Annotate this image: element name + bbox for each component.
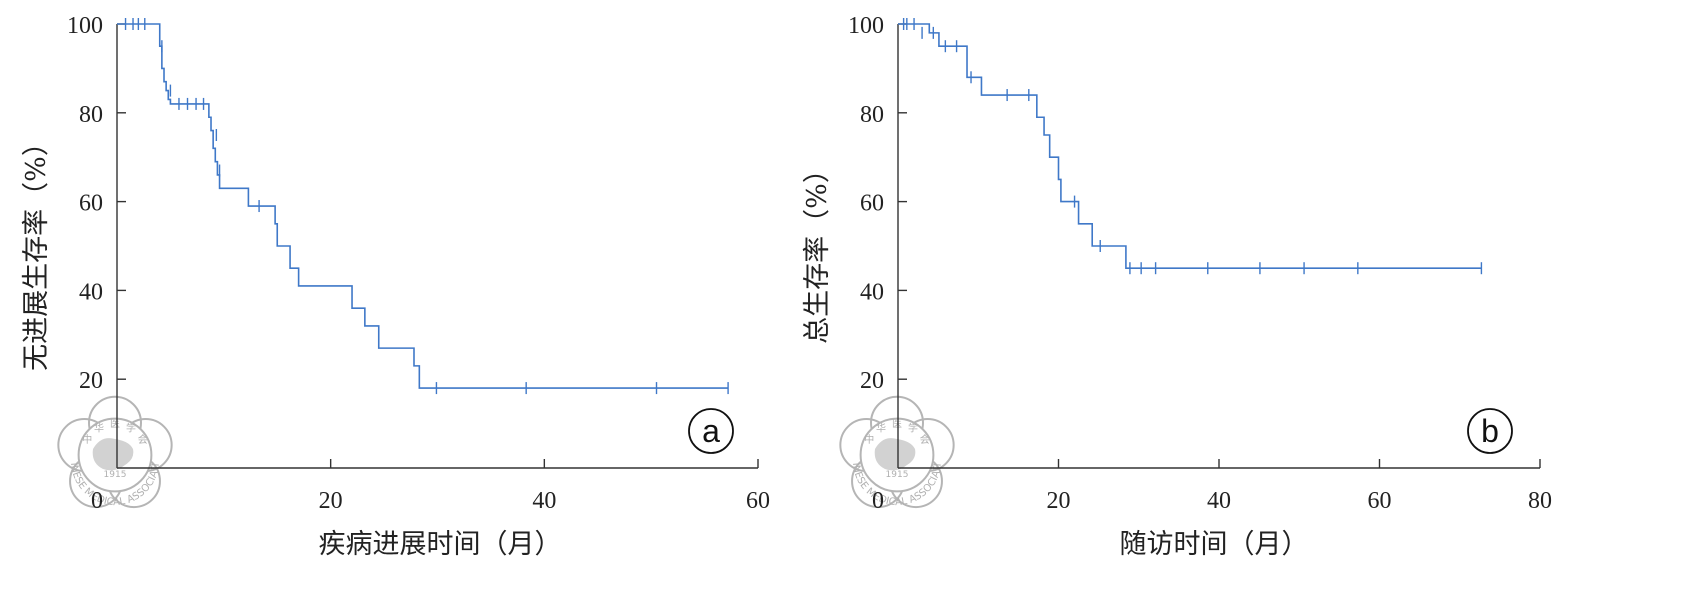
y-tick-label: 60 [79, 191, 103, 217]
y-tick-label: 80 [860, 102, 884, 128]
panel-a-axes [116, 24, 758, 469]
panel-b-ticks: 20 40 60 80 100 0 20 40 60 80 [848, 13, 1552, 514]
watermark-char: 会 [920, 433, 930, 446]
x-tick-label: 0 [91, 488, 103, 514]
panel-b-y-axis-label: 总生存率（%） [802, 156, 833, 344]
panel-b-letter: b [1481, 413, 1499, 449]
panel-a-letter-badge: a [688, 408, 734, 454]
watermark-char: 华 [876, 421, 886, 434]
panel-b-censor-marks [902, 18, 1483, 275]
watermark-char: 医 [110, 418, 120, 430]
panel-a-letter: a [702, 413, 720, 449]
panel-a-survival-curve [117, 23, 729, 389]
y-tick-label: 80 [79, 102, 103, 128]
watermark-inner-ring [859, 417, 935, 493]
x-tick-label: 60 [1368, 488, 1392, 514]
x-tick-label: 80 [1528, 488, 1552, 514]
panel-b-overall-survival: 中华医学会1915CHINESE MEDICAL ASSOCIATION 204… [0, 0, 1552, 560]
y-tick-label: 100 [848, 13, 884, 39]
panel-a-ticks: 20 40 60 80 100 0 20 40 60 [67, 13, 770, 514]
panel-a-censor-marks [124, 18, 729, 395]
panel-a-progression-free-survival: 中华医学会1915CHINESE MEDICAL ASSOCIATION 204… [0, 0, 770, 560]
watermark-char: 中 [864, 433, 874, 446]
panel-a-x-axis-label: 疾病进展时间（月） [319, 529, 562, 560]
panel-a-y-axis-label: 无进展生存率（%） [21, 129, 52, 371]
panel-b-badge-circle [1467, 408, 1513, 454]
y-tick-label: 60 [860, 191, 884, 217]
y-tick-label: 40 [79, 279, 103, 305]
watermark-char: 医 [892, 418, 902, 430]
watermark-year: 1915 [104, 470, 127, 480]
watermark-char: 会 [138, 433, 148, 446]
watermark-char: 学 [908, 421, 918, 434]
panel-b-axes [897, 24, 1540, 469]
watermark-map-icon [92, 438, 134, 471]
x-tick-label: 20 [1047, 488, 1071, 514]
panel-b-x-axis-label: 随访时间（月） [1120, 529, 1309, 560]
panel-b-survival-curve [898, 23, 1482, 269]
y-tick-label: 40 [860, 279, 884, 305]
x-tick-label: 60 [746, 488, 770, 514]
panel-a-badge-circle [688, 408, 734, 454]
y-tick-label: 100 [67, 13, 103, 39]
x-tick-label: 40 [532, 488, 556, 514]
x-tick-label: 0 [872, 488, 884, 514]
watermark-year: 1915 [886, 470, 909, 480]
watermark-char: 学 [126, 421, 136, 434]
watermark-char: 华 [94, 421, 104, 434]
panel-b-letter-badge: b [1467, 408, 1513, 454]
watermark-map-icon [874, 438, 916, 471]
x-tick-label: 40 [1207, 488, 1231, 514]
y-tick-label: 20 [79, 368, 103, 394]
watermark-char: 中 [82, 433, 92, 446]
x-tick-label: 20 [319, 488, 343, 514]
watermark-inner-ring [77, 417, 153, 493]
y-tick-label: 20 [860, 368, 884, 394]
